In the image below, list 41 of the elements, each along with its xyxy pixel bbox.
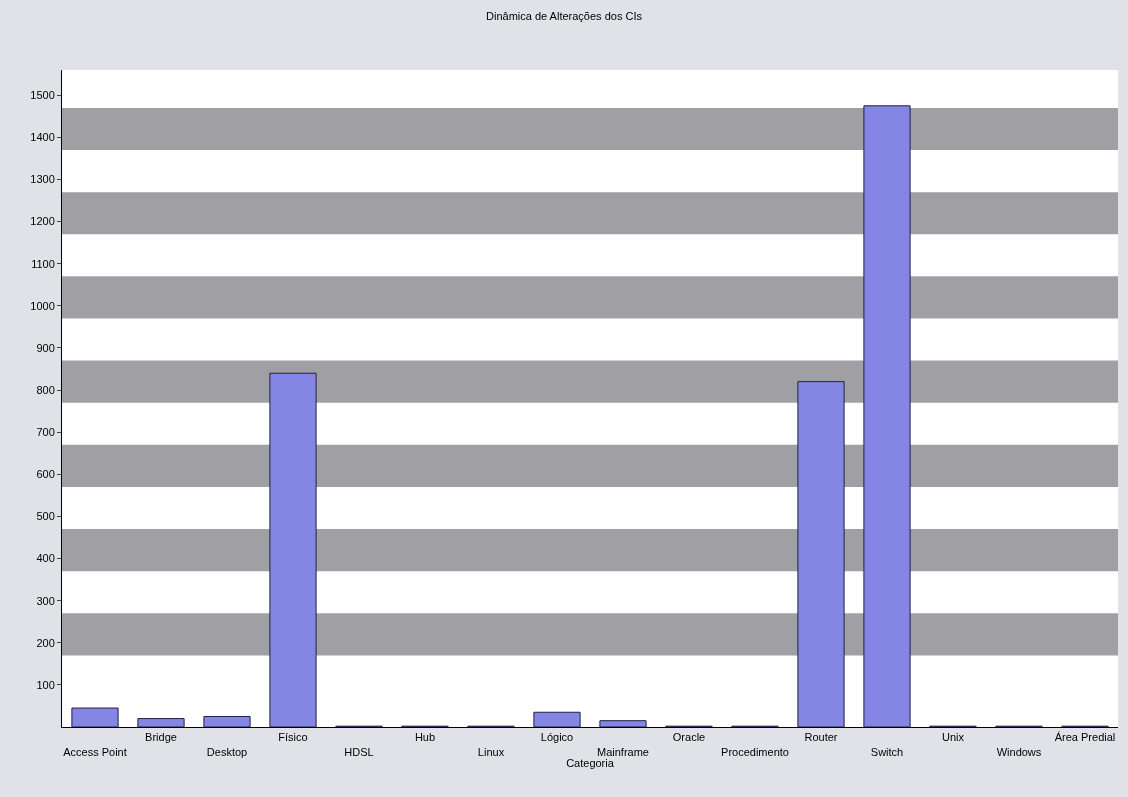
x-tick-label: Access Point xyxy=(63,745,127,758)
y-tick-label: 1400 xyxy=(30,131,55,144)
y-tick-label: 100 xyxy=(36,678,55,691)
x-axis-title: Categoria xyxy=(566,757,615,770)
x-tick-label: Linux xyxy=(477,745,505,758)
x-tick-label: Unix xyxy=(941,731,965,744)
x-tick-label: Oracle xyxy=(672,731,706,744)
y-tick-label: 1100 xyxy=(31,257,55,270)
x-tick-label: Hub xyxy=(414,731,436,744)
bar xyxy=(533,711,581,727)
x-tick-label: HDSL xyxy=(344,745,374,758)
x-tick-label: Físico xyxy=(278,731,308,744)
y-tick-label: 300 xyxy=(36,594,55,607)
x-tick-label: Lógico xyxy=(540,731,574,744)
x-tick-label: Router xyxy=(804,731,838,744)
x-tick-label: Área Predial xyxy=(1054,731,1116,744)
bar xyxy=(203,715,251,727)
bar xyxy=(863,105,911,727)
x-tick-label: Mainframe xyxy=(597,745,649,758)
x-tick-label: Bridge xyxy=(145,731,177,744)
y-tick-label: 600 xyxy=(36,468,55,481)
bar xyxy=(797,381,845,727)
x-tick-label: Desktop xyxy=(206,745,248,758)
bar xyxy=(71,707,119,727)
y-tick-label: 500 xyxy=(36,510,55,523)
y-tick-label: 800 xyxy=(36,383,55,396)
bar xyxy=(269,372,317,727)
chart-title: Dinâmica de Alterações dos CIs xyxy=(486,9,643,22)
y-tick-label: 1000 xyxy=(30,299,55,312)
y-tick-label: 700 xyxy=(36,426,55,439)
y-tick-label: 1500 xyxy=(30,89,55,102)
bar xyxy=(599,720,647,727)
bar xyxy=(137,718,185,727)
y-tick-label: 900 xyxy=(36,341,55,354)
y-tick-label: 1200 xyxy=(30,215,55,228)
x-tick-label: Switch xyxy=(870,745,904,758)
y-tick-label: 1300 xyxy=(30,173,55,186)
x-tick-label: Windows xyxy=(996,745,1042,758)
y-tick-label: 400 xyxy=(36,552,55,565)
y-tick-label: 200 xyxy=(36,636,55,649)
x-tick-label: Procedimento xyxy=(721,745,789,758)
